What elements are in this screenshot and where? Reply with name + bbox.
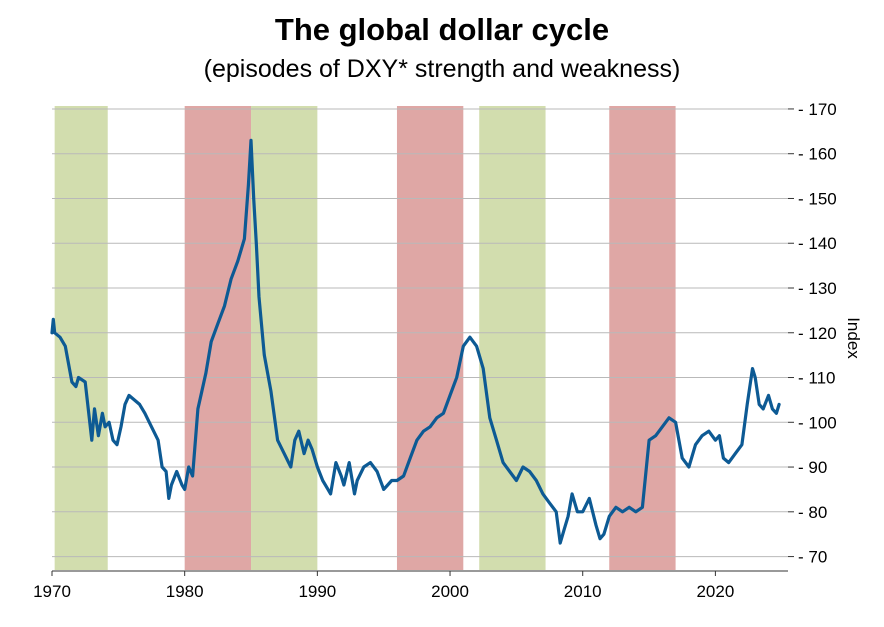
y-tick-label: - 110 [798, 369, 836, 388]
weakness-period-band [54, 106, 108, 570]
y-axis-label: Index [844, 317, 863, 359]
y-tick-label: - 100 [798, 413, 837, 432]
y-tick-label: - 70 [798, 548, 827, 567]
x-tick-label: 1990 [298, 582, 336, 601]
dxy-index-line [50, 138, 781, 545]
y-tick-label: - 120 [798, 324, 837, 343]
axes: - 70 - 80 - 90 - 100 - 110 - 120 - 130 - 140 - 1… [33, 100, 837, 601]
y-tick-label: - 150 [798, 189, 837, 208]
y-tick-label: - 90 [798, 458, 827, 477]
y-tick-label: - 130 [798, 279, 837, 298]
shaded-periods [54, 106, 676, 570]
x-tick-label: 2010 [564, 582, 602, 601]
series-layer [50, 138, 781, 545]
chart-title: The global dollar cycle [274, 12, 610, 47]
x-tick-label: 1970 [33, 582, 71, 601]
y-tick-label: - 140 [798, 234, 837, 253]
y-tick-label: - 160 [798, 145, 837, 164]
y-tick-label: - 170 [798, 100, 837, 119]
weakness-period-band [251, 106, 318, 570]
y-tick-label: - 80 [798, 503, 827, 522]
chart-subtitle: (episodes of DXY* strength and weakness) [203, 55, 681, 83]
weakness-period-band [479, 106, 546, 570]
x-tick-label: 2000 [431, 582, 469, 601]
strength-period-band [396, 106, 464, 570]
x-tick-label: 2020 [696, 582, 734, 601]
x-tick-label: 1980 [166, 582, 204, 601]
strength-period-band [184, 106, 252, 570]
